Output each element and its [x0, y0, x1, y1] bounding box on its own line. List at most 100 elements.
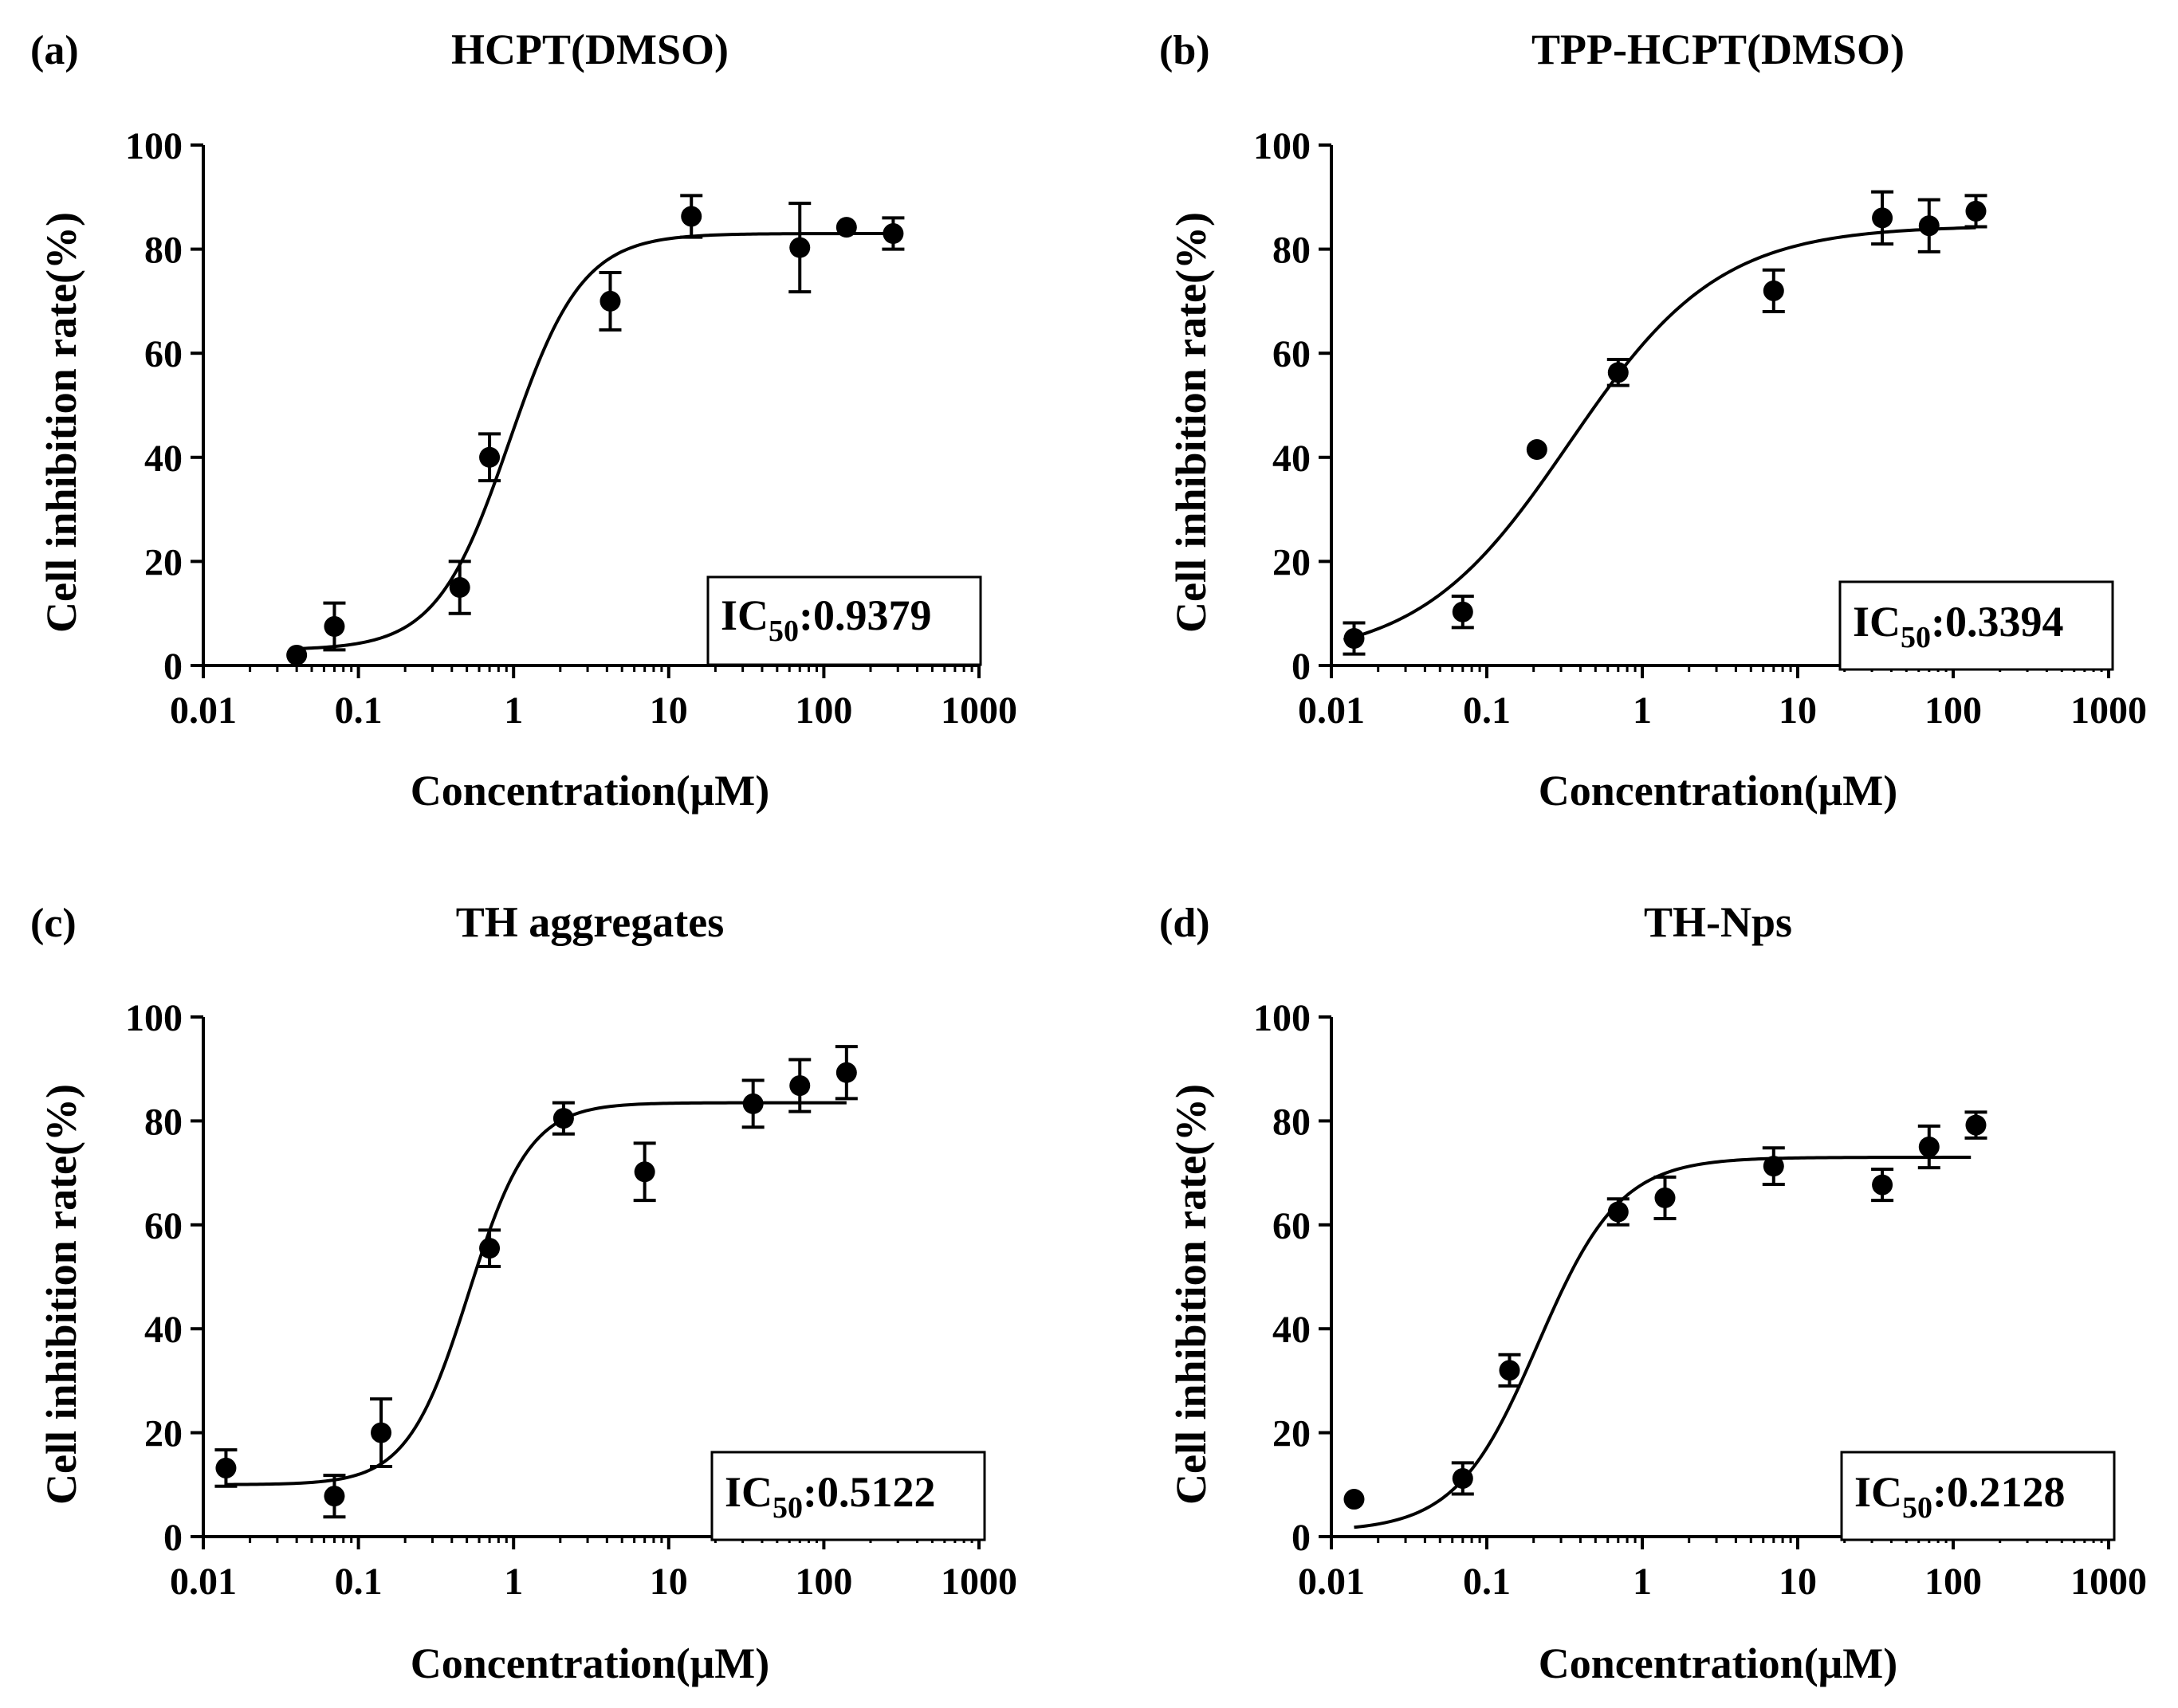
- data-point: [1763, 280, 1784, 301]
- panel-d: (d) TH-Nps Cell inhibition rate(%) Conce…: [1159, 898, 2147, 1687]
- ic50-box: [1838, 580, 2114, 671]
- ic50-box: [1840, 1451, 2116, 1541]
- x-tick-label: 100: [1924, 1561, 1982, 1603]
- chart-title: TPP-HCPT(DMSO): [1531, 26, 1905, 73]
- data-point: [1918, 215, 1940, 237]
- data-point: [789, 1075, 811, 1097]
- x-tick-label: 0.01: [170, 689, 237, 732]
- data-point: [1872, 1174, 1893, 1196]
- y-tick-label: 0: [1291, 1517, 1311, 1559]
- ic50-subscript: 50: [1901, 621, 1931, 654]
- x-tick-label: 100: [1924, 689, 1982, 732]
- ic50-box: [710, 1451, 986, 1541]
- data-point: [1918, 1137, 1940, 1157]
- chart-title: HCPT(DMSO): [451, 26, 729, 73]
- x-tick-label: 10: [650, 689, 688, 732]
- y-tick-label: 100: [125, 997, 183, 1039]
- data-point: [1965, 200, 1987, 222]
- y-tick-label: 80: [1272, 230, 1311, 272]
- panel-label: (b): [1159, 28, 1210, 73]
- x-tick-label: 0.01: [170, 1561, 237, 1603]
- y-axis-label: Cell inhibition rate(%): [1167, 1084, 1215, 1505]
- panel-b: (b) TPP-HCPT(DMSO) Cell inhibition rate(…: [1159, 26, 2147, 815]
- y-tick-label: 100: [1253, 125, 1311, 167]
- y-tick-label: 100: [1253, 997, 1311, 1039]
- x-axis-label: Concentration(μM): [411, 767, 770, 815]
- x-tick-label: 1: [504, 689, 523, 732]
- ic50-prefix: IC: [721, 591, 769, 639]
- data-point: [1607, 362, 1629, 383]
- fit-curve-group: [226, 1101, 847, 1486]
- data-points: [214, 1045, 858, 1519]
- data-point: [371, 1422, 392, 1443]
- data-point: [215, 1457, 237, 1478]
- data-point: [479, 1238, 501, 1259]
- panel-label: (a): [30, 28, 79, 73]
- x-tick-label: 1: [504, 1561, 523, 1603]
- data-points: [1343, 1110, 1987, 1510]
- fit-curve: [226, 1101, 847, 1486]
- x-tick-label: 1000: [2070, 689, 2147, 732]
- y-tick-label: 40: [1272, 438, 1311, 480]
- x-tick-label: 1: [1633, 689, 1652, 732]
- y-tick-label: 40: [144, 438, 183, 480]
- ic50-annotation: IC50:0.5122: [725, 1468, 936, 1525]
- panel-label: (c): [30, 901, 77, 946]
- x-tick-label: 1000: [941, 689, 1017, 732]
- data-point: [1452, 601, 1473, 622]
- data-point: [1499, 1360, 1520, 1381]
- ic50-annotation: IC50:0.2128: [1854, 1468, 2066, 1525]
- x-tick-label: 1: [1633, 1561, 1652, 1603]
- ic50-subscript: 50: [769, 614, 799, 648]
- axes: 0.01 0.1 1 10 100 1000 0 20 40 60 80 100: [1253, 997, 2147, 1603]
- ic50-subscript: 50: [773, 1491, 803, 1525]
- axes: 0.01 0.1 1 10 100 1000 0 20 40 60 80 100: [125, 997, 1017, 1603]
- data-point: [1965, 1114, 1987, 1136]
- y-tick-label: 60: [144, 333, 183, 375]
- fit-curve: [297, 232, 894, 650]
- data-point: [1526, 439, 1547, 461]
- y-tick-label: 100: [125, 125, 183, 167]
- fit-curve-group: [297, 232, 894, 650]
- data-point: [1343, 628, 1365, 650]
- data-point: [1763, 1156, 1784, 1177]
- data-points: [1343, 190, 1987, 656]
- x-tick-label: 1000: [2070, 1561, 2147, 1603]
- ic50-prefix: IC: [1853, 598, 1901, 646]
- x-tick-label: 0.01: [1298, 689, 1365, 732]
- y-axis-label: Cell inhibition rate(%): [37, 212, 85, 633]
- data-point: [1343, 1489, 1365, 1510]
- x-tick-label: 0.1: [335, 689, 383, 732]
- data-point: [324, 616, 345, 638]
- y-axis-label: Cell inhibition rate(%): [37, 1084, 85, 1505]
- y-tick-label: 60: [144, 1205, 183, 1247]
- ic50-value: :0.3394: [1931, 598, 2063, 646]
- y-tick-label: 60: [1272, 1205, 1311, 1247]
- ic50-prefix: IC: [725, 1468, 773, 1516]
- y-tick-label: 60: [1272, 333, 1311, 375]
- panel-c: (c) TH aggregates Cell inhibition rate(%…: [30, 898, 1017, 1687]
- y-tick-label: 80: [1272, 1101, 1311, 1143]
- data-point: [681, 206, 702, 227]
- ic50-annotation: IC50:0.3394: [1853, 598, 2064, 654]
- y-tick-label: 80: [144, 230, 183, 272]
- data-point: [1654, 1187, 1676, 1208]
- x-tick-label: 0.1: [1463, 689, 1511, 732]
- data-point: [883, 223, 904, 245]
- data-point: [1607, 1201, 1629, 1223]
- data-point: [449, 577, 470, 599]
- x-tick-label: 100: [795, 689, 852, 732]
- panel-a: (a) HCPT(DMSO) Cell inhibition rate(%) C…: [30, 26, 1017, 815]
- ic50-box: [706, 575, 982, 666]
- x-tick-label: 10: [1779, 689, 1817, 732]
- x-tick-label: 0.1: [335, 1561, 383, 1603]
- x-tick-label: 0.1: [1463, 1561, 1511, 1603]
- y-axis-label: Cell inhibition rate(%): [1167, 212, 1215, 633]
- x-tick-label: 1000: [941, 1561, 1017, 1603]
- panel-label: (d): [1159, 901, 1210, 946]
- ic50-prefix: IC: [1854, 1468, 1902, 1516]
- x-tick-label: 100: [795, 1561, 852, 1603]
- axes: 0.01 0.1 1 10 100 1000 0 20 40 60 80 100: [1253, 125, 2147, 732]
- x-tick-label: 10: [1779, 1561, 1817, 1603]
- y-tick-label: 20: [144, 1413, 183, 1455]
